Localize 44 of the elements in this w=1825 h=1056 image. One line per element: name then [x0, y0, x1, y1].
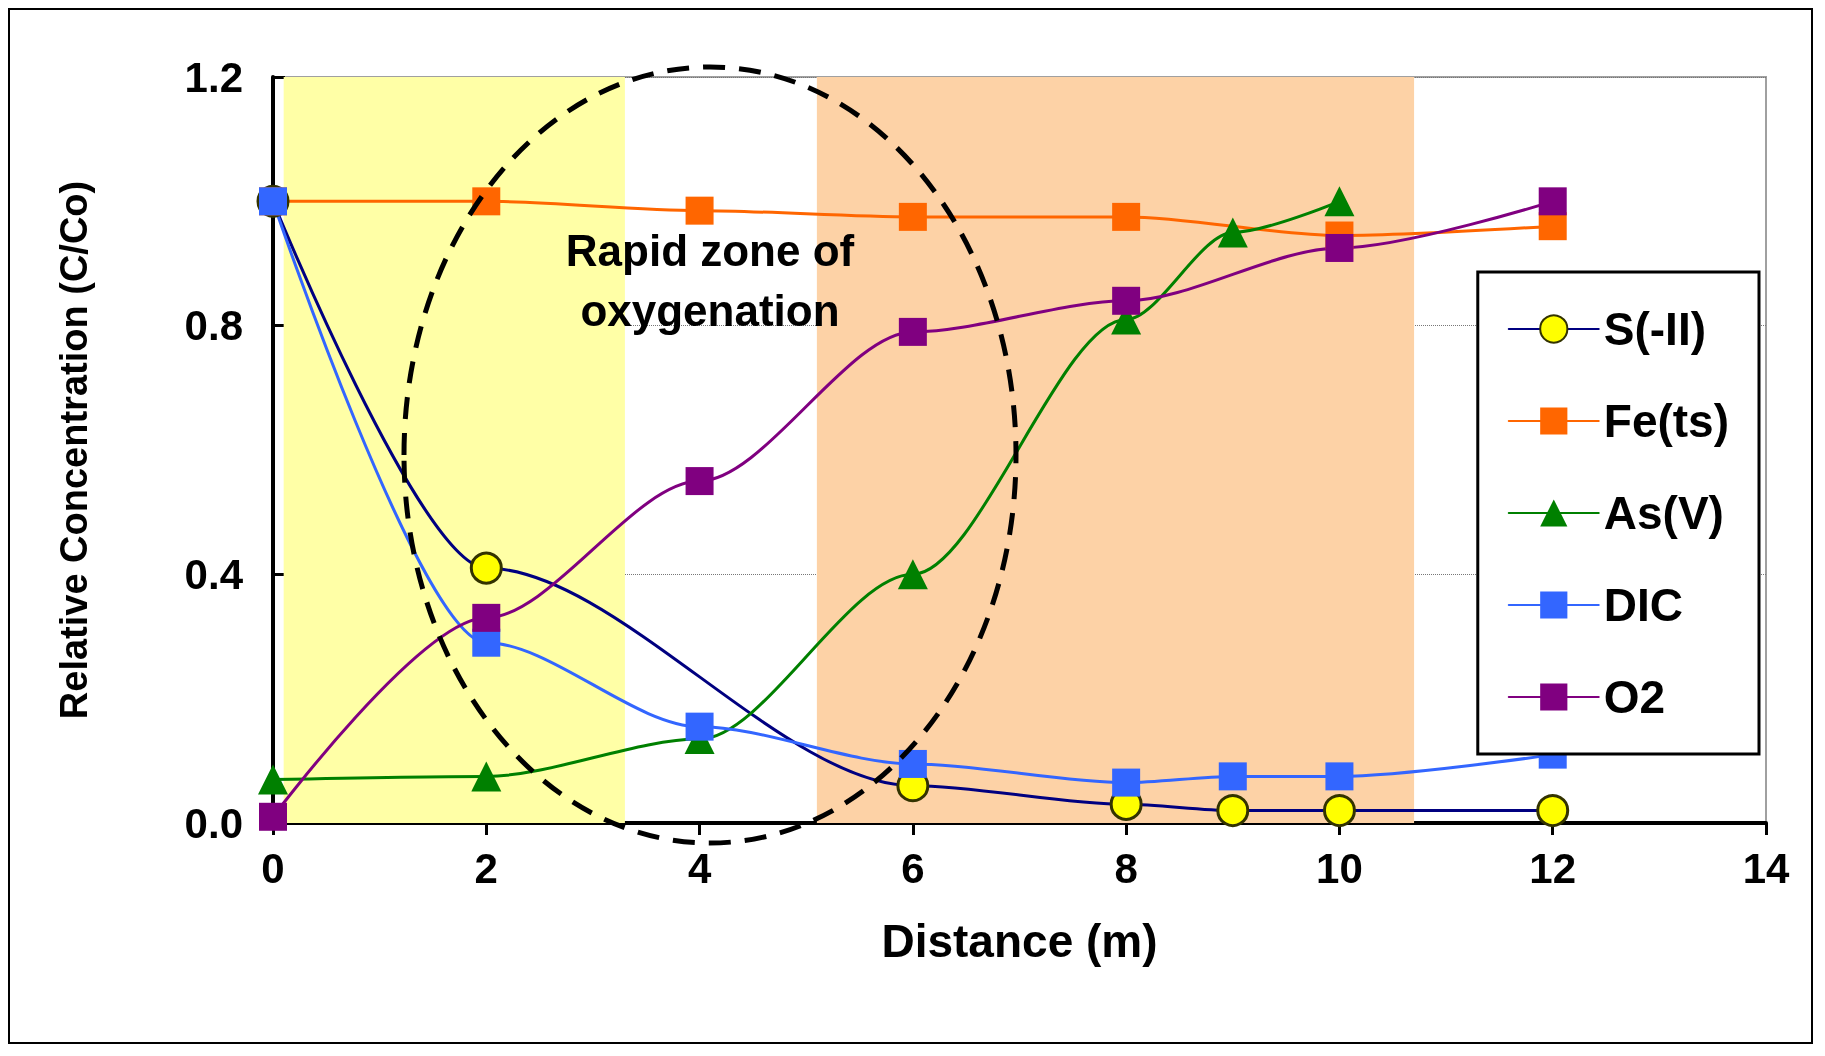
- x-tick-label: 12: [1529, 844, 1577, 892]
- point: [1112, 286, 1141, 315]
- legend-label: As(V): [1603, 487, 1724, 539]
- y-tick-label: 1.2: [184, 53, 243, 101]
- point: [472, 603, 501, 632]
- x-tick-label: 2: [474, 844, 498, 892]
- point: [685, 196, 714, 225]
- point: [1217, 217, 1248, 248]
- annotation: Rapid zone of oxygenation: [565, 225, 855, 335]
- point: [471, 761, 502, 792]
- point: [258, 764, 288, 795]
- point: [1112, 202, 1141, 231]
- point: [1218, 762, 1247, 791]
- legend-label: DIC: [1603, 579, 1684, 631]
- point: [898, 749, 927, 778]
- x-tick-label: 4: [687, 844, 712, 892]
- legend-label: Fe(ts): [1603, 395, 1730, 447]
- x-axis-title: Distance (m): [881, 915, 1158, 967]
- point: [685, 467, 714, 496]
- x-tick-label: 14: [1742, 844, 1790, 892]
- point: [1325, 233, 1354, 262]
- x-tick-label: 6: [901, 844, 925, 892]
- point: [1325, 762, 1354, 791]
- point: [897, 559, 928, 590]
- point: [469, 551, 503, 585]
- legend-label: O2: [1603, 671, 1666, 723]
- point: [1324, 186, 1355, 217]
- x-tick-label: 10: [1316, 844, 1363, 892]
- y-tick-label: 0.0: [184, 799, 243, 847]
- y-tick-label: 0.8: [184, 302, 243, 350]
- y-axis-title: Relative Concentration (C/Co): [53, 180, 95, 720]
- point: [1322, 794, 1356, 828]
- y-tick-label: 0.4: [184, 550, 244, 598]
- point: [1536, 794, 1570, 828]
- point: [898, 202, 927, 231]
- point: [1216, 794, 1250, 828]
- x-tick-label: 0: [261, 844, 285, 892]
- point: [1538, 187, 1567, 216]
- point: [898, 317, 927, 346]
- x-tick-label: 8: [1114, 844, 1138, 892]
- point: [685, 712, 714, 741]
- point: [259, 802, 287, 831]
- point: [1112, 768, 1141, 797]
- legend-label: S(-II): [1603, 303, 1706, 355]
